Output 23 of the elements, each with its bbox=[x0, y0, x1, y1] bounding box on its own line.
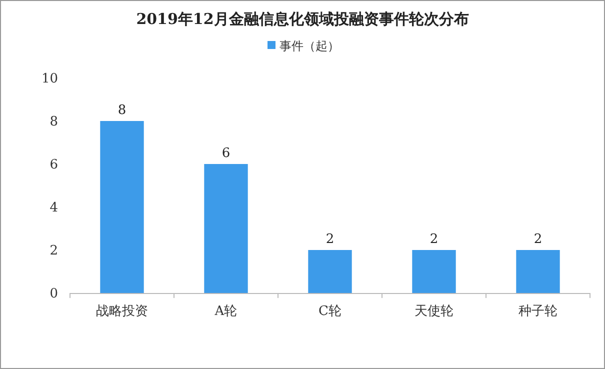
y-tick-label: 0 bbox=[50, 286, 58, 302]
y-tick-label: 8 bbox=[50, 114, 58, 130]
bar bbox=[308, 250, 352, 293]
data-label: 2 bbox=[326, 232, 334, 247]
x-tick-label: 战略投资 bbox=[96, 304, 148, 319]
y-tick-label: 4 bbox=[50, 200, 58, 216]
x-tick-label: 种子轮 bbox=[518, 304, 558, 319]
x-tick-label: C轮 bbox=[318, 304, 342, 319]
data-label: 2 bbox=[534, 232, 542, 247]
y-tick-label: 10 bbox=[41, 72, 58, 86]
bar bbox=[412, 250, 456, 293]
y-tick-label: 6 bbox=[50, 158, 58, 172]
x-tick-label: 天使轮 bbox=[414, 304, 454, 319]
y-tick-label: 2 bbox=[50, 244, 58, 258]
x-tick-label: A轮 bbox=[214, 304, 238, 319]
chart-title: 2019年12月金融信息化领域投融资事件轮次分布 bbox=[136, 10, 469, 28]
data-label: 2 bbox=[430, 232, 438, 247]
bar bbox=[516, 250, 560, 293]
legend-label: 事件（起） bbox=[280, 39, 340, 53]
bar bbox=[204, 164, 248, 293]
data-label: 6 bbox=[222, 146, 230, 161]
data-label: 8 bbox=[118, 103, 126, 118]
bar bbox=[100, 121, 144, 293]
